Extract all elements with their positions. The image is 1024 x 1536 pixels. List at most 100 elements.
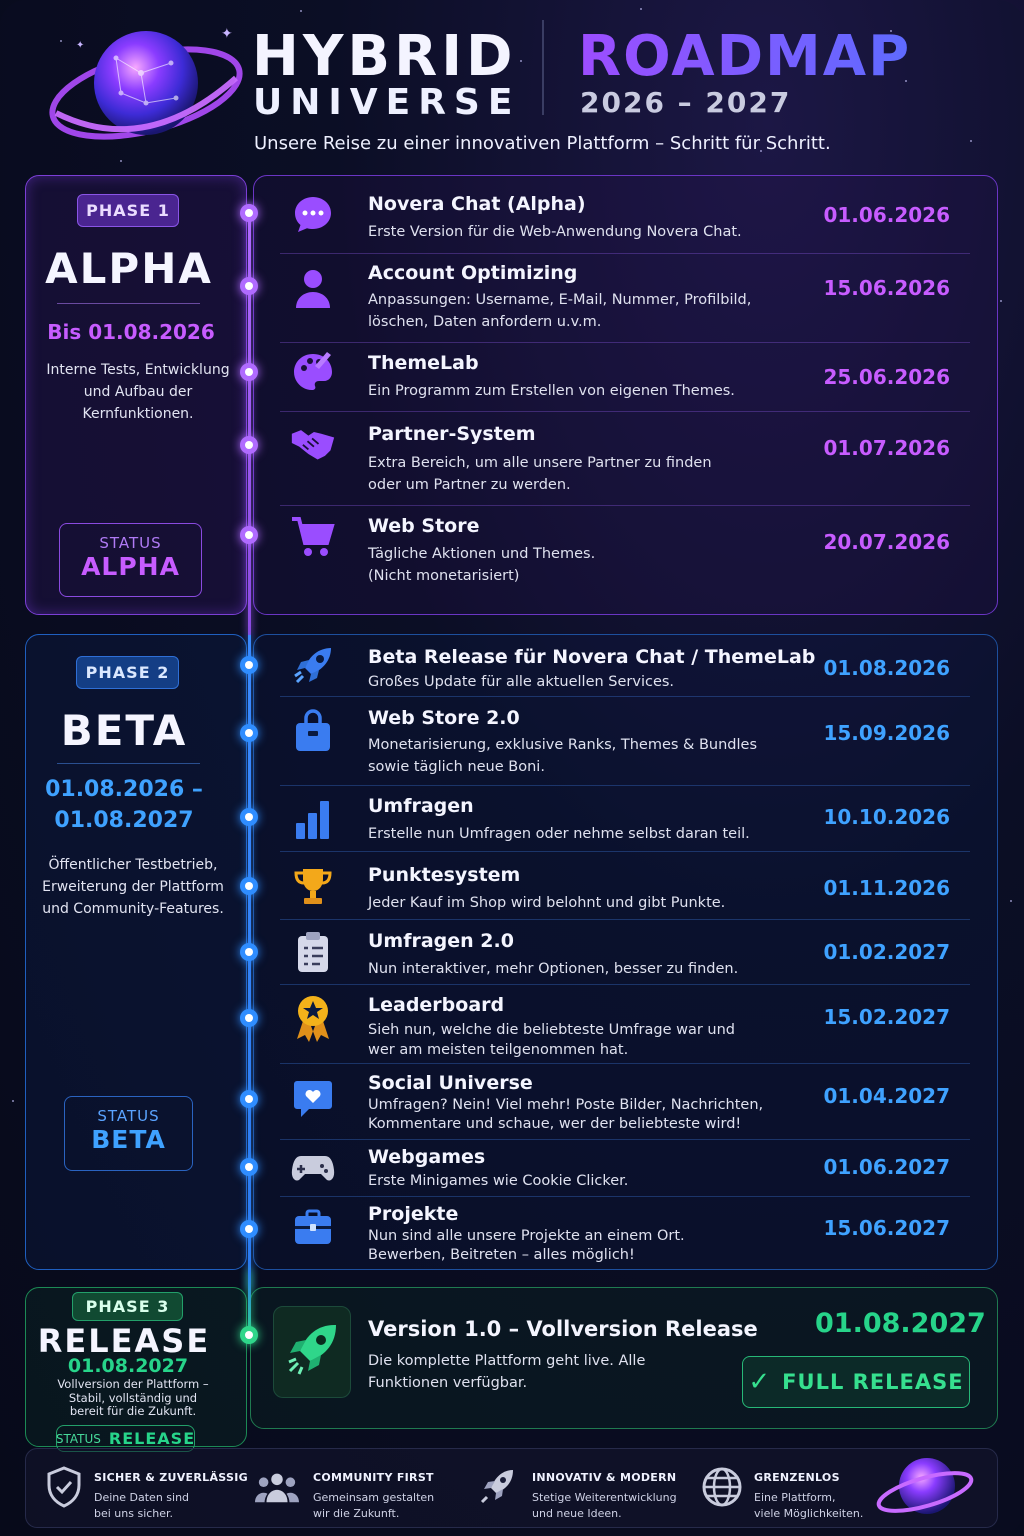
- item-title: Partner-System: [368, 423, 536, 445]
- item-title: Social Universe: [368, 1072, 533, 1094]
- clipboard-icon: [290, 929, 336, 975]
- timeline-dot: [240, 526, 258, 544]
- timeline-dot: [240, 436, 258, 454]
- status-label: STATUS: [55, 1431, 101, 1446]
- item-date: 01.04.2027: [823, 1084, 950, 1108]
- item-title: ThemeLab: [368, 352, 479, 374]
- item-title: Leaderboard: [368, 994, 505, 1016]
- phase-desc-beta: Öffentlicher Testbetrieb, Erweiterung de…: [42, 857, 224, 917]
- roadmap-item: ThemeLab Ein Programm zum Erstellen von …: [280, 349, 970, 411]
- full-release-button[interactable]: ✓ FULL RELEASE: [742, 1356, 970, 1408]
- item-date: 01.06.2026: [823, 203, 950, 227]
- roadmap-item: Punktesystem Jeder Kauf im Shop wird bel…: [280, 861, 970, 919]
- item-desc: Sieh nun, welche die beliebteste Umfrage…: [368, 1022, 736, 1058]
- timeline-dot: [240, 1158, 258, 1176]
- status-value: BETA: [91, 1125, 166, 1154]
- roadmap-item: Umfragen Erstelle nun Umfragen oder nehm…: [280, 792, 970, 850]
- shield-check-icon: [42, 1465, 86, 1509]
- feature-title: GRENZENLOS: [754, 1471, 840, 1484]
- item-desc: Tägliche Aktionen und Themes. (Nicht mon…: [368, 546, 596, 584]
- timeline-line-beta: [248, 635, 251, 1290]
- item-date: 15.09.2026: [823, 721, 950, 745]
- item-divider: [280, 851, 970, 852]
- item-title: Umfragen: [368, 795, 474, 817]
- globe-icon: [700, 1465, 744, 1509]
- item-date: 15.02.2027: [823, 1005, 950, 1029]
- feature-desc: Eine Plattform, viele Möglichkeiten.: [754, 1491, 864, 1520]
- timeline-line-release: [248, 1270, 251, 1340]
- item-desc: Ein Programm zum Erstellen von eigenen T…: [368, 383, 735, 399]
- release-items-panel: [250, 1287, 998, 1429]
- roadmap-item: Umfragen 2.0 Nun interaktiver, mehr Opti…: [280, 927, 970, 983]
- item-desc: Nun interaktiver, mehr Optionen, besser …: [368, 961, 739, 977]
- feature-desc: Gemeinsam gestalten wir die Zukunft.: [313, 1491, 435, 1520]
- trophy-icon: [290, 864, 336, 910]
- roadmap-item: Projekte Nun sind alle unsere Projekte a…: [280, 1202, 970, 1266]
- title-roadmap: ROADMAP: [578, 24, 912, 89]
- alpha-items-panel: [253, 175, 998, 615]
- phase-divider-alpha: [57, 303, 200, 304]
- item-divider: [280, 1063, 970, 1064]
- timeline-dot: [240, 656, 258, 674]
- timeline-dot: [240, 1326, 258, 1344]
- roadmap-item: Web Store 2.0 Monetarisierung, exklusive…: [280, 704, 970, 784]
- phase-badge-alpha: PHASE 1: [77, 194, 179, 227]
- item-divider: [280, 411, 970, 412]
- status-label: STATUS: [99, 534, 162, 552]
- item-desc: Anpassungen: Username, E-Mail, Nummer, P…: [368, 292, 752, 330]
- item-title: Umfragen 2.0: [368, 930, 514, 952]
- planet-logo-icon: ✦ ✦: [49, 26, 243, 140]
- item-desc: Großes Update für alle aktuellen Service…: [368, 674, 675, 690]
- item-desc: Erstelle nun Umfragen oder nehme selbst …: [368, 826, 750, 842]
- roadmap-item: Social Universe Umfragen? Nein! Viel meh…: [280, 1071, 970, 1139]
- planet-footer-icon: [876, 1458, 974, 1514]
- status-value: RELEASE: [108, 1429, 196, 1448]
- roadmap-item: Webgames Erste Minigames wie Cookie Clic…: [280, 1145, 970, 1195]
- phase-date-beta-start: 01.08.2026 –: [45, 777, 203, 802]
- cart-icon: [290, 514, 336, 560]
- chat-bubble-icon: [290, 192, 336, 238]
- item-divider: [280, 1139, 970, 1140]
- item-divider: [280, 785, 970, 786]
- item-date: 01.02.2027: [823, 940, 950, 964]
- roadmap-item: Novera Chat (Alpha) Erste Version für di…: [280, 190, 970, 252]
- item-title: Web Store: [368, 515, 480, 537]
- item-divider: [280, 253, 970, 254]
- title-hybrid: HYBRID: [252, 24, 517, 89]
- roadmap-item: Partner-System Extra Bereich, um alle un…: [280, 420, 970, 505]
- community-icon: [255, 1465, 299, 1509]
- timeline-dot: [240, 204, 258, 222]
- status-label: STATUS: [97, 1107, 160, 1125]
- phase-name-release: RELEASE: [37, 1322, 211, 1360]
- phase-date-alpha: Bis 01.08.2026: [47, 320, 215, 344]
- timeline-line-alpha: [248, 205, 251, 635]
- feature-title: COMMUNITY FIRST: [313, 1471, 434, 1484]
- item-title: Punktesystem: [368, 864, 521, 886]
- user-icon: [290, 265, 336, 311]
- footer-bar: [25, 1448, 998, 1528]
- bar-chart-icon: [290, 796, 336, 842]
- item-date: 01.11.2026: [823, 876, 950, 900]
- footer-feature: INNOVATIV & MODERN Stetige Weiterentwick…: [475, 1465, 677, 1525]
- timeline-dot: [240, 808, 258, 826]
- status-box-beta: STATUS BETA: [64, 1096, 193, 1171]
- item-date: 01.07.2026: [823, 436, 950, 460]
- phase-name-alpha: ALPHA: [45, 244, 213, 293]
- phase-desc-alpha: Interne Tests, Entwicklung und Aufbau de…: [46, 362, 230, 422]
- rocket-icon: [290, 643, 336, 689]
- gamepad-icon: [290, 1145, 336, 1191]
- item-title: Projekte: [368, 1203, 459, 1225]
- item-title: Webgames: [368, 1146, 486, 1168]
- palette-icon: [290, 349, 336, 395]
- footer-feature: COMMUNITY FIRST Gemeinsam gestalten wir …: [255, 1465, 455, 1525]
- medal-icon: [290, 995, 336, 1042]
- timeline-dot: [240, 877, 258, 895]
- briefcase-icon: [290, 1204, 336, 1250]
- item-date: 25.06.2026: [823, 365, 950, 389]
- footer-feature: GRENZENLOS Eine Plattform, viele Möglich…: [700, 1465, 870, 1525]
- item-divider: [280, 1196, 970, 1197]
- roadmap-item: Account Optimizing Anpassungen: Username…: [280, 259, 970, 341]
- timeline-dot: [240, 363, 258, 381]
- item-title: Beta Release für Novera Chat / ThemeLab: [368, 646, 816, 668]
- feature-desc: Stetige Weiterentwicklung und neue Ideen…: [532, 1491, 677, 1520]
